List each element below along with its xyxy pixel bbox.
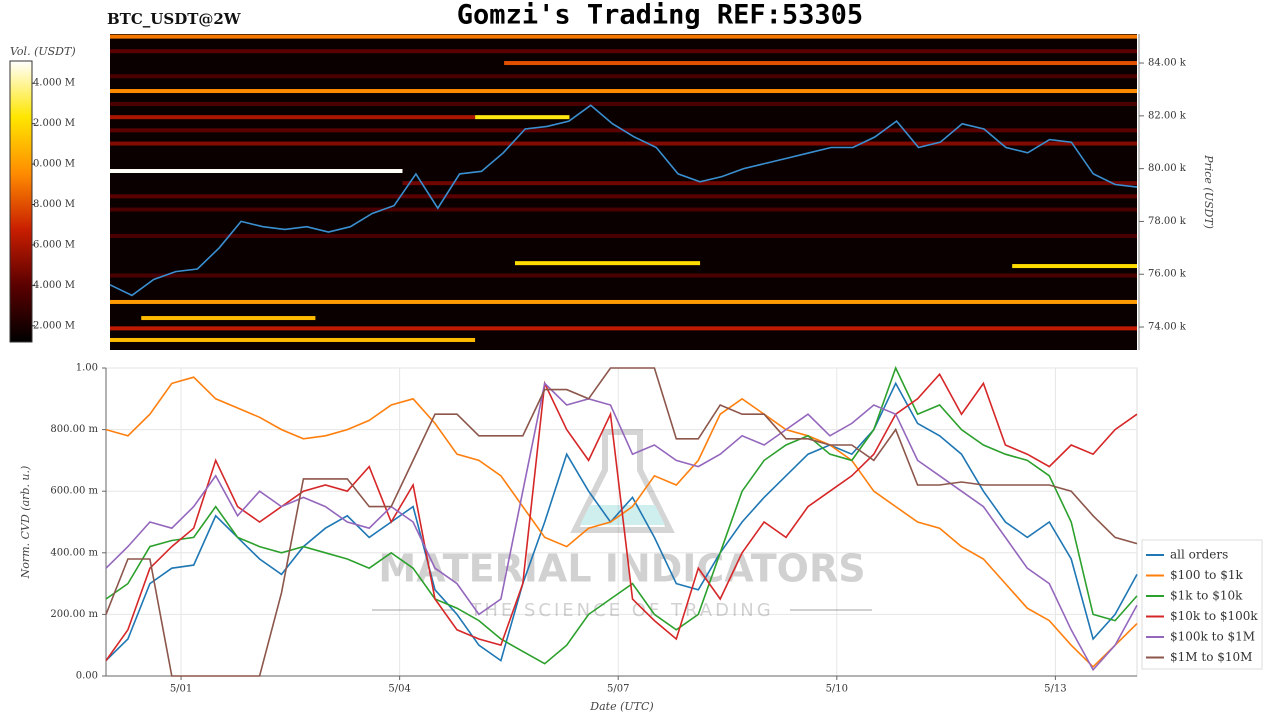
cvd-line [105, 372, 1138, 662]
plot-area [105, 367, 1138, 677]
heatmap-background [110, 34, 1137, 350]
price-line [109, 104, 1138, 297]
liquidity-level [110, 89, 1137, 94]
y-tick-label: 1.00 [76, 363, 98, 374]
colorbar-tick-label: 12.000 M [27, 118, 75, 129]
liquidity-level [141, 316, 316, 321]
y-tick-label: 400.00 m [50, 547, 98, 558]
legend-label: $1k to $10k [1170, 589, 1243, 603]
y-axis-label: Price (USDT) [1202, 154, 1215, 229]
x-tick-label: 5/01 [170, 684, 192, 695]
legend-label: $100k to $1M [1170, 630, 1255, 644]
liquidity-level [110, 194, 1137, 199]
liquidity-level [110, 34, 1137, 39]
liquidity-level [110, 141, 1137, 146]
liquidity-level [110, 337, 476, 342]
liquidity-level [110, 207, 1137, 212]
watermark: MATERIAL INDICATORS THE SCIENCE OF TRADI… [372, 429, 872, 621]
liquidity-level [504, 61, 1138, 66]
liquidity-level [110, 115, 476, 120]
colorbar-label: Vol. (USDT) [10, 45, 76, 58]
x-tick-label: 5/13 [1044, 684, 1066, 695]
colorbar-tick-label: 10.000 M [27, 159, 75, 170]
x-tick-label: 5/07 [607, 684, 629, 695]
x-tick-label: 5/04 [388, 684, 410, 695]
legend-label: $100 to $1k [1170, 568, 1243, 582]
watermark-title: MATERIAL INDICATORS [378, 547, 865, 591]
colorbar-tick-label: 14.000 M [27, 78, 75, 89]
cvd-line [105, 376, 1138, 668]
legend-label: all orders [1170, 548, 1228, 562]
y-tick-label: 800.00 m [50, 424, 98, 435]
liquidity-level [1012, 264, 1137, 269]
y-tick-label: 76.00 k [1148, 269, 1187, 280]
legend [1141, 539, 1263, 670]
y-tick-label: 74.00 k [1148, 322, 1187, 333]
y-tick-label: 78.00 k [1148, 216, 1187, 227]
colorbar [9, 60, 33, 343]
y-tick-label: 0.00 [76, 671, 98, 682]
x-axis-label: Date (UTC) [589, 700, 653, 713]
y-tick-label: 200.00 m [50, 609, 98, 620]
liquidity-level [475, 115, 570, 120]
cvd-line [105, 381, 1138, 672]
y-tick-label: 80.00 k [1148, 163, 1187, 174]
liquidity-level [110, 273, 1137, 278]
liquidity-level [402, 181, 1138, 186]
y-tick-label: 82.00 k [1148, 110, 1187, 121]
cvd-line [105, 367, 1138, 677]
colorbar-tick-label: 2.000 M [33, 320, 75, 331]
x-tick-label: 5/10 [826, 684, 848, 695]
y-axis-label: Norm. CVD (arb. u.) [19, 466, 32, 580]
liquidity-level [110, 101, 1137, 106]
subtitle: BTC_USDT@2W [107, 10, 242, 28]
cvd-line [105, 365, 1138, 665]
liquidity-level [110, 49, 1137, 54]
legend-label: $10k to $100k [1170, 609, 1258, 623]
chart-title: Gomzi's Trading REF:53305 [457, 0, 863, 31]
liquidity-level [110, 233, 1137, 238]
colorbar-tick-label: 4.000 M [33, 280, 75, 291]
colorbar-tick-label: 8.000 M [33, 199, 75, 210]
liquidity-level [110, 326, 1137, 331]
y-tick-label: 600.00 m [50, 486, 98, 497]
colorbar-tick-label: 6.000 M [33, 239, 75, 250]
legend-label: $1M to $10M [1170, 650, 1252, 664]
liquidity-level [110, 169, 403, 174]
liquidity-level [514, 261, 701, 266]
liquidity-level [110, 299, 1137, 304]
liquidity-level [110, 74, 1137, 79]
y-tick-label: 84.00 k [1148, 58, 1187, 69]
